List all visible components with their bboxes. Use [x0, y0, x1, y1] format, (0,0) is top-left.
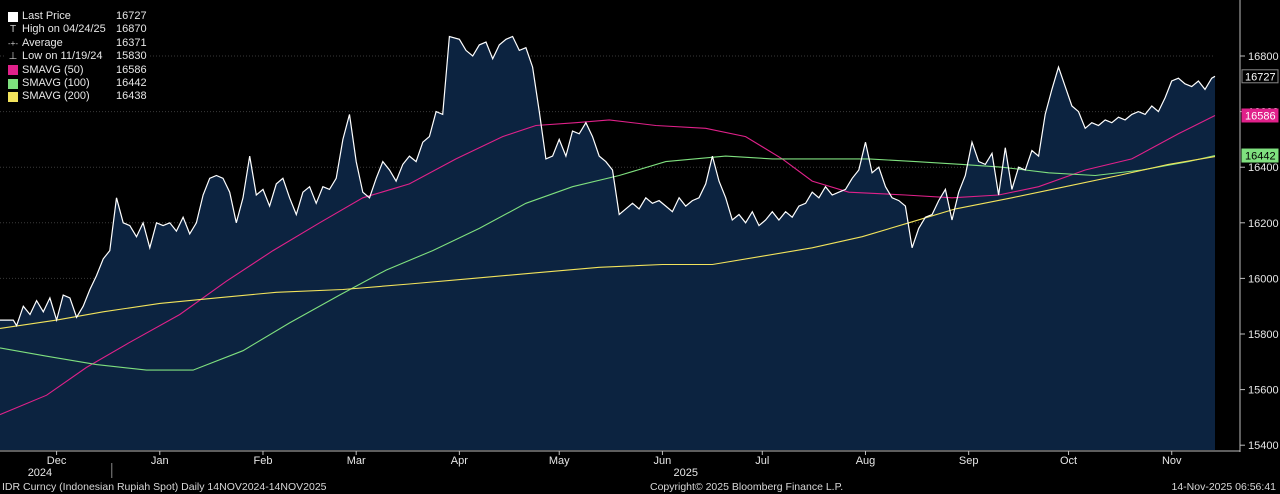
chart-legend: Last Price 16727 T High on 04/24/25 1687… — [4, 8, 150, 107]
series-line-smavg-200 — [0, 156, 1216, 329]
legend-value: 16442 — [116, 77, 147, 90]
last-price-line — [0, 35, 1216, 328]
legend-item-average: -+- Average 16371 — [8, 36, 147, 50]
legend-item-high: T High on 04/24/25 16870 — [8, 23, 147, 36]
legend-item-smavg-100: SMAVG (100) 16442 — [8, 77, 147, 90]
legend-label: SMAVG (50) — [22, 63, 84, 76]
legend-label: Low on 11/19/24 — [22, 50, 103, 63]
legend-value: 16438 — [116, 90, 147, 103]
high-marker-icon: T — [9, 24, 17, 36]
x-year-label: 2025 — [673, 467, 697, 479]
x-tick-label: Jul — [755, 455, 769, 467]
axis-value-tag — [1241, 69, 1279, 84]
footer-timestamp: 14-Nov-2025 06:56:41 — [1171, 481, 1277, 493]
y-tick-label: 15600 — [1248, 385, 1279, 397]
legend-item-low: ⊥ Low on 11/19/24 15830 — [8, 50, 147, 63]
legend-value: 16870 — [116, 23, 147, 36]
legend-label: SMAVG (100) — [22, 77, 90, 90]
x-tick-label: May — [549, 455, 570, 467]
legend-value: 15830 — [116, 50, 147, 63]
legend-label: High on 04/24/25 — [22, 23, 106, 36]
legend-item-smavg-50: SMAVG (50) 16586 — [8, 63, 147, 77]
y-tick-label: 16200 — [1248, 218, 1279, 230]
y-tick-label: 16000 — [1248, 273, 1279, 285]
series-line-smavg-50 — [0, 115, 1216, 416]
x-tick-label: Mar — [347, 455, 366, 467]
y-tick-label: 16400 — [1248, 162, 1279, 174]
axis-value-tag-label: 16586 — [1245, 110, 1276, 122]
average-marker-icon: -+- — [8, 38, 18, 48]
series-line-smavg-100 — [0, 154, 1216, 371]
axis-value-tag-label: 16442 — [1245, 151, 1276, 163]
legend-value: 16586 — [116, 63, 147, 76]
legend-label: SMAVG (200) — [22, 90, 90, 103]
last-price-swatch — [8, 11, 18, 22]
x-tick-label: Aug — [856, 455, 876, 467]
x-tick-label: Sep — [959, 455, 979, 467]
y-tick-label: 15400 — [1248, 440, 1279, 452]
axis-value-tag — [1241, 148, 1279, 163]
y-tick-label: 15800 — [1248, 329, 1279, 341]
x-tick-label: Nov — [1162, 455, 1182, 467]
legend-item-last-price: Last Price 16727 — [8, 10, 147, 23]
x-tick-label: Apr — [451, 455, 468, 467]
footer-security-description: IDR Curncy (Indonesian Rupiah Spot) Dail… — [2, 481, 327, 493]
legend-value: 16371 — [116, 36, 147, 49]
x-tick-label: Feb — [253, 455, 272, 467]
legend-value: 16727 — [116, 10, 147, 22]
x-year-label: 2024 — [28, 467, 52, 479]
x-tick-label: Jun — [654, 455, 672, 467]
smavg-50-swatch — [8, 65, 18, 76]
legend-label: Average — [22, 36, 63, 49]
axis-value-tag-label: 16727 — [1245, 71, 1276, 83]
x-tick-label: Jan — [151, 455, 169, 467]
legend-label: Last Price — [22, 10, 71, 22]
y-tick-label: 16800 — [1248, 51, 1279, 63]
chart-footer: IDR Curncy (Indonesian Rupiah Spot) Dail… — [0, 480, 1280, 494]
legend-item-smavg-200: SMAVG (200) 16438 — [8, 90, 147, 103]
x-tick-label: Oct — [1060, 455, 1077, 467]
last-price-area — [0, 36, 1215, 450]
low-marker-icon: ⊥ — [8, 51, 18, 63]
x-tick-label: Dec — [47, 455, 67, 467]
footer-copyright: Copyright© 2025 Bloomberg Finance L.P. — [650, 481, 844, 493]
smavg-100-swatch — [8, 78, 18, 89]
smavg-200-swatch — [8, 92, 18, 103]
axis-value-tag — [1241, 108, 1279, 123]
